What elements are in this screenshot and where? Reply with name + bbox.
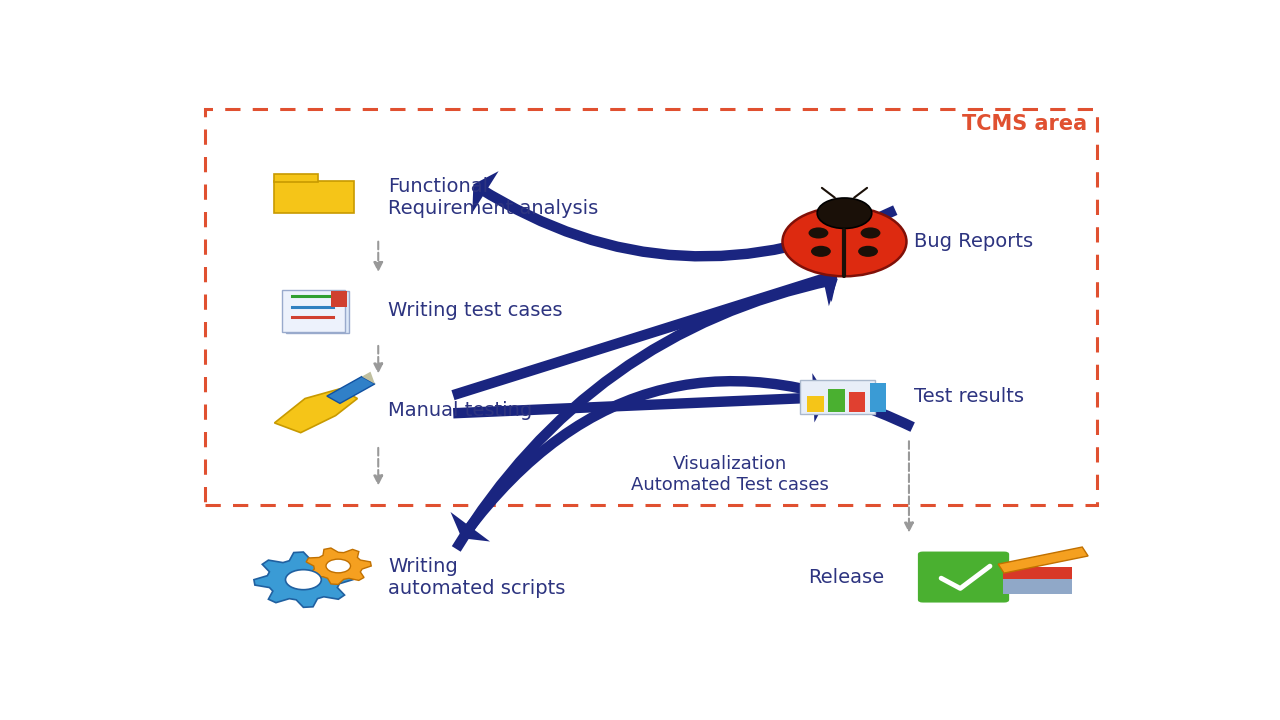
- FancyBboxPatch shape: [332, 291, 347, 307]
- Text: Visualization
Automated Test cases: Visualization Automated Test cases: [631, 455, 829, 494]
- Circle shape: [782, 207, 906, 276]
- Polygon shape: [362, 372, 375, 384]
- Text: Bug Reports: Bug Reports: [914, 232, 1033, 251]
- FancyBboxPatch shape: [282, 289, 346, 332]
- Text: TCMS area: TCMS area: [963, 114, 1088, 134]
- Circle shape: [285, 570, 321, 590]
- Text: Manual testing: Manual testing: [388, 401, 532, 420]
- Polygon shape: [326, 377, 375, 403]
- Text: Release: Release: [808, 567, 884, 587]
- FancyBboxPatch shape: [849, 392, 865, 412]
- FancyBboxPatch shape: [800, 379, 874, 414]
- FancyBboxPatch shape: [806, 396, 823, 412]
- Circle shape: [812, 246, 831, 257]
- Circle shape: [817, 198, 872, 228]
- FancyBboxPatch shape: [870, 384, 887, 412]
- FancyBboxPatch shape: [285, 291, 348, 333]
- FancyBboxPatch shape: [918, 552, 1009, 603]
- Polygon shape: [998, 547, 1088, 573]
- FancyBboxPatch shape: [1004, 580, 1073, 594]
- FancyBboxPatch shape: [274, 174, 317, 182]
- FancyBboxPatch shape: [828, 389, 845, 412]
- Polygon shape: [306, 548, 371, 585]
- FancyBboxPatch shape: [274, 181, 355, 214]
- FancyBboxPatch shape: [1004, 567, 1073, 580]
- Text: Writing
automated scripts: Writing automated scripts: [388, 557, 566, 598]
- Polygon shape: [274, 389, 357, 433]
- Polygon shape: [253, 552, 353, 608]
- Circle shape: [326, 559, 351, 573]
- Text: Functional
Requirement analysis: Functional Requirement analysis: [388, 177, 599, 217]
- Text: Test results: Test results: [914, 387, 1024, 406]
- Circle shape: [858, 246, 878, 257]
- Circle shape: [860, 228, 881, 238]
- Text: Writing test cases: Writing test cases: [388, 302, 563, 320]
- Circle shape: [809, 228, 828, 238]
